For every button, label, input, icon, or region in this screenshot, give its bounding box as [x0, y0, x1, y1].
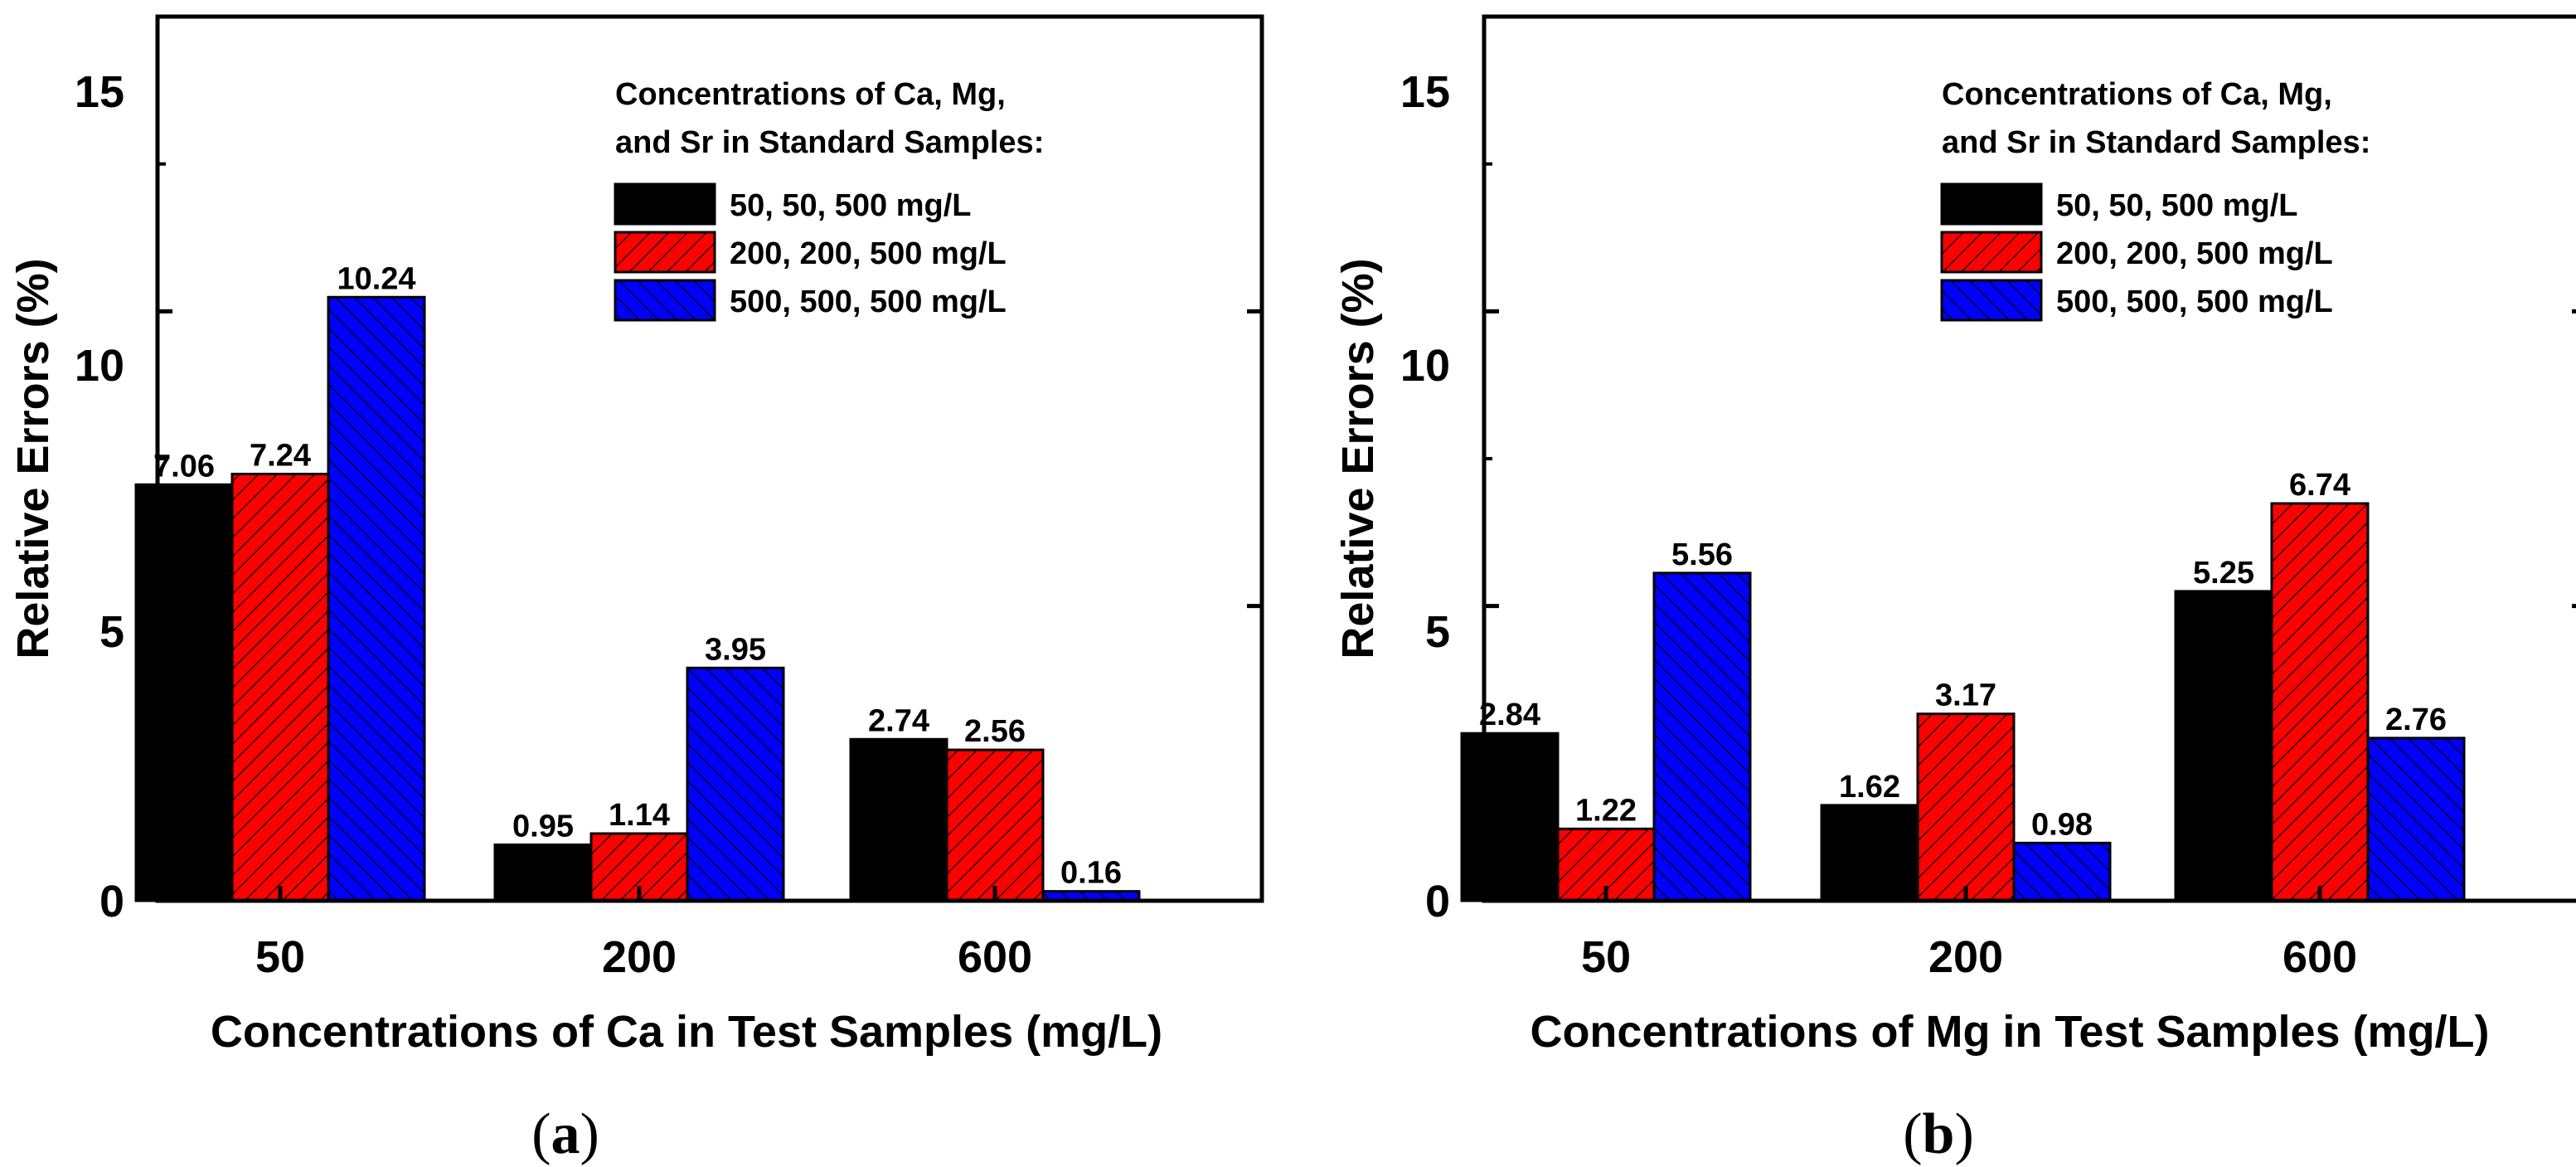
- y-tick-label-a-1: 5: [99, 607, 124, 657]
- legend-title-line2-b: and Sr in Standard Samples:: [1942, 125, 2370, 160]
- legend-swatch-b-0: [1940, 182, 2043, 226]
- legend-title-line1-a: Concentrations of Ca, Mg,: [615, 77, 1006, 112]
- x-tick-label-b-1: 200: [1928, 932, 2003, 982]
- y-axis-title-b: Relative Errors (%): [1333, 258, 1383, 659]
- legend-label-a-2: 500, 500, 500 mg/L: [730, 284, 1007, 319]
- chart-panel-b: 2.84 1.62 5.25 1.22 3.17 6.74 5.56 0.98 2.76 0 5…: [1333, 14, 2576, 1166]
- y-tick-label-a-0: 0: [99, 877, 124, 926]
- bar-a-s2-c0: [327, 295, 426, 902]
- data-label-a-s1-c1: 1.14: [609, 798, 670, 833]
- data-label-b-s1-c1: 3.17: [1935, 678, 1996, 713]
- bar-a-s1-c2: [945, 748, 1045, 902]
- legend-swatch-a-2: [614, 279, 716, 322]
- panel-label-a: (a): [531, 1102, 599, 1166]
- bar-b-s2-c0: [1652, 571, 1752, 902]
- x-axis-title-b: Concentrations of Mg in Test Samples (mg…: [1530, 1007, 2489, 1057]
- legend-label-a-1: 200, 200, 500 mg/L: [730, 236, 1007, 271]
- data-label-b-s2-c0: 5.56: [1671, 537, 1733, 572]
- legend-swatch-a-1: [614, 231, 716, 274]
- x-tick-label-b-2: 600: [2283, 932, 2357, 982]
- bar-b-s2-c2: [2366, 737, 2466, 902]
- legend-title-line2-a: and Sr in Standard Samples:: [615, 125, 1044, 160]
- ticks-b: [1484, 14, 2576, 903]
- bar-a-s2-c1: [686, 666, 785, 902]
- bars-b: [1460, 502, 2466, 902]
- data-label-b-s0-c2: 5.25: [2193, 556, 2254, 591]
- panel-label-b: (b): [1903, 1102, 1974, 1166]
- y-tick-label-a-2: 10: [75, 341, 124, 391]
- panel-label-a-letter: a: [551, 1102, 580, 1166]
- data-label-b-s0-c1: 1.62: [1839, 770, 1900, 805]
- data-label-a-s0-c2: 2.74: [868, 703, 929, 738]
- y-tick-label-a-3: 15: [75, 67, 124, 117]
- bar-b-s0-c0: [1460, 732, 1560, 902]
- ticks-a: [158, 14, 1262, 903]
- legend-label-b-0: 50, 50, 500 mg/L: [2056, 188, 2298, 223]
- x-tick-label-b-0: 50: [1581, 932, 1631, 982]
- data-label-a-s2-c0: 10.24: [337, 261, 415, 296]
- data-label-b-s1-c0: 1.22: [1575, 793, 1637, 828]
- data-label-b-s0-c0: 2.84: [1479, 698, 1540, 732]
- bar-a-s0-c2: [849, 737, 948, 902]
- y-tick-label-b-1: 5: [1425, 607, 1450, 657]
- legend-items-b: 50, 50, 500 mg/L 200, 200, 500 mg/L 500, 5…: [1940, 182, 2333, 322]
- data-label-b-s2-c1: 0.98: [2031, 807, 2093, 842]
- legend-swatch-b-1: [1940, 231, 2043, 274]
- y-tick-label-b-2: 10: [1400, 341, 1450, 391]
- panel-label-b-letter: b: [1923, 1102, 1955, 1166]
- bar-a-s1-c0: [230, 472, 330, 902]
- y-axis-title-a: Relative Errors (%): [8, 258, 58, 659]
- data-label-b-s2-c2: 2.76: [2385, 703, 2447, 737]
- y-tick-label-b-0: 0: [1425, 877, 1450, 926]
- x-tick-label-a-2: 600: [958, 932, 1032, 982]
- data-label-a-s0-c1: 0.95: [512, 809, 574, 844]
- bar-b-s1-c1: [1916, 712, 2016, 902]
- x-axis-title-a: Concentrations of Ca in Test Samples (mg…: [211, 1007, 1162, 1057]
- legend-swatch-b-2: [1940, 279, 2043, 322]
- data-label-a-s2-c1: 3.95: [705, 632, 766, 667]
- data-label-a-s1-c0: 7.24: [250, 438, 311, 473]
- legend-items-a: 50, 50, 500 mg/L 200, 200, 500 mg/L 500, 5…: [614, 182, 1007, 322]
- legend-title-line1-b: Concentrations of Ca, Mg,: [1942, 77, 2332, 112]
- bar-b-s2-c1: [2012, 841, 2112, 902]
- bars-a: [134, 295, 1141, 902]
- data-label-a-s2-c2: 0.16: [1060, 856, 1122, 891]
- y-tick-label-b-3: 15: [1400, 67, 1450, 117]
- legend-swatch-a-0: [614, 182, 716, 226]
- x-tick-label-a-0: 50: [255, 932, 305, 982]
- bar-b-s1-c2: [2270, 502, 2370, 902]
- bar-a-s0-c0: [134, 483, 234, 902]
- data-labels-a: 7.06 0.95 2.74 7.24 1.14 2.56 10.24 3.95 0.16: [153, 261, 1122, 890]
- bar-b-s0-c1: [1820, 804, 1919, 902]
- legend-label-b-2: 500, 500, 500 mg/L: [2056, 284, 2333, 319]
- legend-label-a-0: 50, 50, 500 mg/L: [730, 188, 972, 223]
- x-tick-label-a-1: 200: [602, 932, 677, 982]
- bar-a-s0-c1: [493, 843, 593, 902]
- data-label-b-s1-c2: 6.74: [2289, 468, 2350, 503]
- data-label-a-s0-c0: 7.06: [153, 449, 215, 484]
- data-labels-b: 2.84 1.62 5.25 1.22 3.17 6.74 5.56 0.98 2.76: [1479, 468, 2447, 842]
- data-label-a-s1-c2: 2.56: [964, 714, 1026, 749]
- legend-label-b-1: 200, 200, 500 mg/L: [2056, 236, 2333, 271]
- bar-b-s0-c2: [2174, 590, 2273, 902]
